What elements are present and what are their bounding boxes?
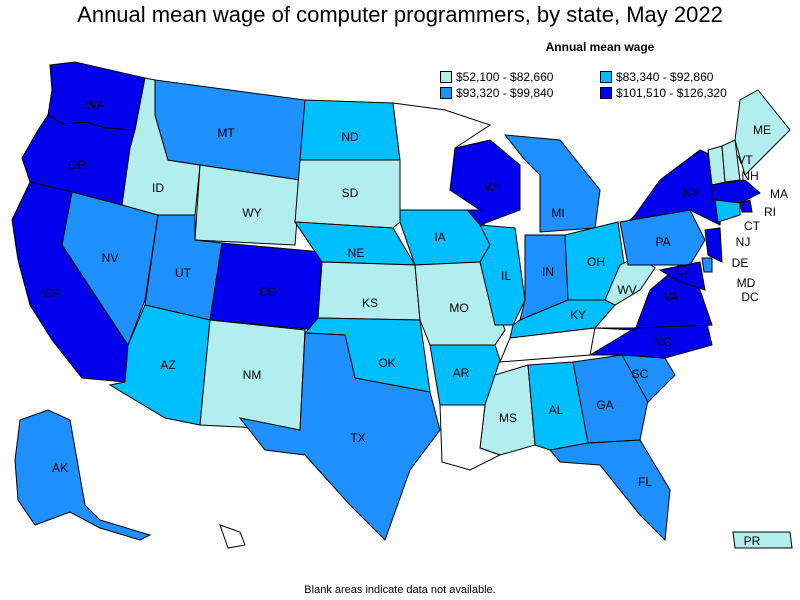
state-label-mt: MT (217, 126, 235, 140)
state-nj (704, 227, 723, 263)
state-label-de: DE (732, 256, 749, 270)
state-label-nc: NC (654, 335, 672, 349)
state-sd (294, 159, 401, 229)
state-label-co: CO (259, 285, 277, 299)
state-label-wy: WY (242, 206, 261, 220)
state-fl (549, 439, 671, 542)
state-tn (499, 327, 596, 363)
legend-item: $93,320 - $99,840 (440, 86, 600, 100)
legend-swatch (600, 71, 612, 83)
state-label-ct: CT (744, 219, 761, 233)
state-label-ga: GA (596, 398, 613, 412)
legend-swatch (600, 87, 612, 99)
state-ma (711, 179, 761, 204)
state-md (658, 261, 706, 291)
legend-swatch (440, 71, 452, 83)
state-mn (392, 102, 492, 211)
state-nh (721, 139, 741, 183)
legend-label: $93,320 - $99,840 (456, 86, 554, 100)
state-label-vt: VT (737, 153, 753, 167)
state-label-va: VA (663, 290, 678, 304)
state-label-fl: FL (638, 475, 652, 489)
legend-item: $83,340 - $92,860 (600, 70, 760, 84)
state-label-ca: CA (44, 286, 61, 300)
state-de (701, 257, 713, 273)
footnote: Blank areas indicate data not available. (304, 584, 496, 596)
state-label-il: IL (501, 269, 511, 283)
state-label-tx: TX (350, 431, 365, 445)
state-label-nh: NH (741, 169, 758, 183)
state-ct (714, 199, 741, 223)
state-ks (317, 261, 421, 321)
state-pr (732, 531, 793, 549)
state-label-nm: NM (243, 368, 262, 382)
legend-item: $52,100 - $82,660 (440, 70, 600, 84)
state-la (439, 404, 502, 471)
state-label-ar: AR (453, 366, 470, 380)
legend: Annual mean wage $52,100 - $82,660 $83,3… (440, 40, 770, 100)
state-label-ny: NY (683, 186, 700, 200)
state-label-id: ID (152, 181, 164, 195)
state-label-wi: WI (485, 180, 500, 194)
state-label-ma: MA (770, 187, 788, 201)
state-hi (219, 524, 246, 549)
state-label-al: AL (549, 403, 564, 417)
state-wa (47, 61, 146, 131)
state-label-me: ME (753, 123, 771, 137)
state-label-ms: MS (499, 411, 517, 425)
state-mi (503, 134, 601, 233)
state-tx (238, 332, 441, 541)
state-me (734, 89, 791, 176)
map-title: Annual mean wage of computer programmers… (77, 2, 723, 27)
state-label-wa: WA (86, 98, 105, 112)
state-label-ak: AK (52, 461, 68, 475)
legend-label: $101,510 - $126,320 (616, 86, 727, 100)
legend-title: Annual mean wage (545, 40, 655, 54)
legend-label: $83,340 - $92,860 (616, 70, 714, 84)
state-label-ut: UT (175, 266, 192, 280)
legend-item: $101,510 - $126,320 (600, 86, 760, 100)
state-label-ky: KY (570, 308, 586, 322)
state-label-in: IN (542, 265, 554, 279)
legend-swatch (440, 87, 452, 99)
state-label-nv: NV (102, 251, 119, 265)
state-label-pr: PR (744, 534, 761, 548)
state-label-ne: NE (348, 246, 365, 260)
legend-label: $52,100 - $82,660 (456, 70, 554, 84)
state-label-dc: DC (741, 290, 759, 304)
state-il (479, 224, 526, 326)
state-label-mo: MO (449, 301, 468, 315)
state-wy (194, 164, 301, 246)
state-label-sd: SD (342, 186, 359, 200)
state-label-ia: IA (434, 230, 445, 244)
state-label-mi: MI (551, 206, 564, 220)
state-label-ri: RI (764, 205, 776, 219)
state-label-or: OR (68, 158, 86, 172)
state-label-pa: PA (655, 235, 670, 249)
state-ga (572, 354, 651, 444)
state-label-ks: KS (362, 296, 378, 310)
state-ri (739, 199, 753, 213)
state-label-wv: WV (617, 283, 636, 297)
state-label-az: AZ (160, 358, 175, 372)
state-label-md: MD (737, 276, 756, 290)
state-wv (604, 254, 656, 306)
state-label-nj: NJ (736, 235, 751, 249)
state-dc (677, 265, 687, 275)
state-label-sc: SC (632, 367, 649, 381)
state-label-ok: OK (378, 356, 395, 370)
state-ak (14, 409, 152, 541)
state-label-nd: ND (341, 130, 359, 144)
state-label-oh: OH (587, 255, 605, 269)
